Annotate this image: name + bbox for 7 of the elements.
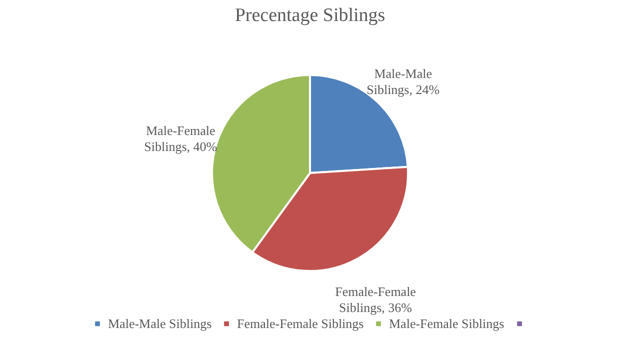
data-label: Female-Female Siblings, 36%	[335, 284, 416, 316]
legend-label: Female-Female Siblings	[237, 316, 364, 331]
chart-title: Precentage Siblings	[234, 5, 386, 26]
data-label: Male-Male Siblings, 24%	[366, 66, 440, 97]
legend-label: Male-Male Siblings	[108, 316, 212, 331]
legend-label: Male-Female Siblings	[389, 316, 504, 331]
data-label: Male-Female Siblings, 40%	[144, 122, 218, 154]
